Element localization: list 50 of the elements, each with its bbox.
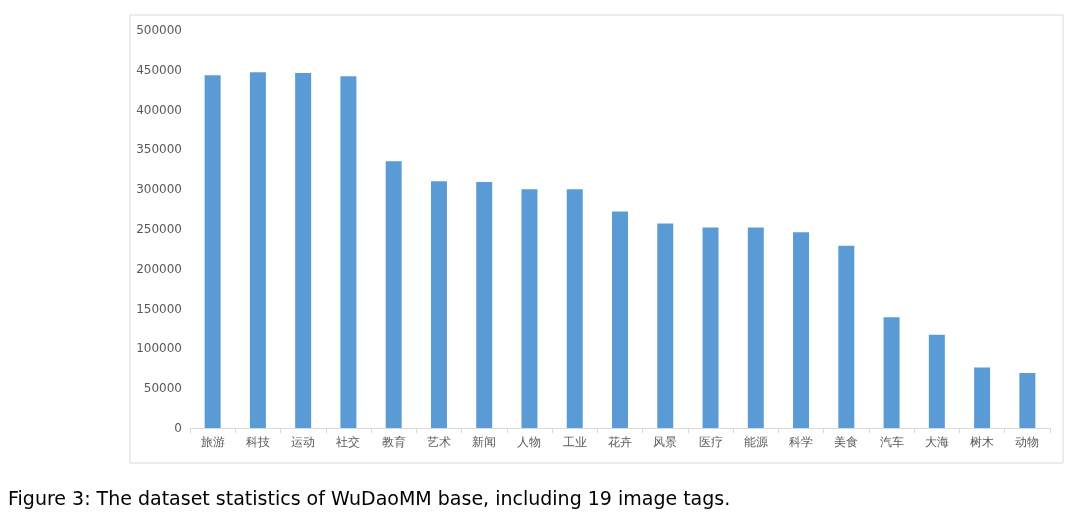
bar (702, 227, 719, 428)
x-tick-label: 花卉 (608, 435, 632, 449)
bar (430, 181, 447, 428)
y-tick-label: 350000 (136, 142, 182, 157)
bar (204, 75, 221, 428)
x-tick-label: 工业 (562, 435, 587, 449)
y-tick-label: 150000 (136, 301, 182, 316)
bar (657, 223, 674, 428)
x-tick-label: 树木 (970, 435, 995, 449)
bar (249, 72, 266, 428)
bar (295, 72, 312, 428)
y-tick-label: 500000 (136, 23, 182, 37)
caption: Figure 3: The dataset statistics of WuDaoMM base, including 19 image tags. (8, 486, 731, 509)
bar (928, 334, 945, 428)
y-tick-label: 450000 (136, 62, 182, 77)
x-tick-label: 人物 (517, 435, 542, 449)
x-tick-label: 科技 (245, 435, 270, 449)
y-tick-label: 200000 (136, 261, 182, 276)
x-tick-label: 大海 (924, 435, 949, 449)
bar (974, 367, 991, 428)
bar (838, 245, 855, 428)
bar (883, 317, 900, 428)
bar (521, 189, 538, 428)
x-tick-label: 运动 (291, 435, 316, 449)
x-tick-label: 动物 (1015, 435, 1040, 449)
x-tick-label: 社交 (336, 435, 361, 449)
x-tick-label: 新闻 (472, 435, 497, 449)
x-tick-label: 旅游 (200, 435, 225, 449)
bar (747, 227, 764, 428)
x-tick-label: 科学 (789, 435, 814, 449)
y-tick-label: 250000 (136, 222, 182, 236)
x-tick-label: 汽车 (879, 435, 904, 449)
bar (566, 189, 583, 428)
bar (793, 232, 810, 428)
x-tick-label: 风景 (653, 435, 678, 449)
bar (1019, 373, 1036, 428)
bar (476, 182, 493, 428)
y-tick-label: 0 (174, 421, 182, 435)
y-tick-label: 100000 (136, 341, 182, 356)
x-tick-label: 医疗 (698, 435, 723, 449)
y-tick-label: 50000 (143, 381, 182, 396)
bar (385, 161, 402, 428)
x-tick-label: 能源 (743, 435, 768, 449)
y-tick-label: 400000 (136, 102, 182, 117)
bar (612, 211, 628, 428)
x-tick-label: 美食 (834, 435, 859, 449)
bar (340, 76, 357, 428)
y-tick-label: 300000 (136, 182, 182, 197)
x-tick-label: 艺术 (426, 435, 451, 449)
x-tick-label: 教育 (381, 435, 406, 449)
